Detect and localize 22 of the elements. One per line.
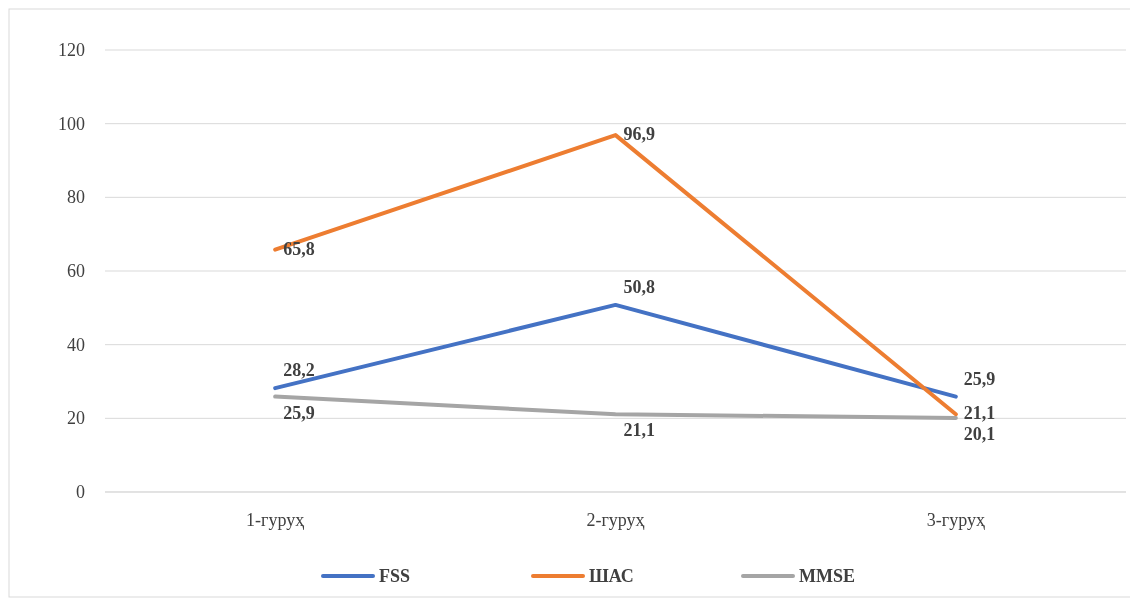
y-tick-label: 120 [58, 40, 85, 60]
data-label: 96,9 [623, 124, 655, 145]
legend-label: FSS [379, 566, 411, 586]
data-label: 21,1 [963, 403, 996, 424]
data-label: 25,9 [283, 402, 315, 423]
data-label: 25,9 [963, 368, 996, 389]
x-tick-label: 3-гуруҳ [926, 510, 985, 530]
x-tick-label: 2-гуруҳ [586, 510, 645, 530]
data-label: 65,8 [283, 238, 315, 259]
y-tick-label: 60 [67, 261, 85, 281]
y-tick-label: 80 [67, 187, 85, 208]
y-tick-label: 20 [67, 408, 85, 429]
y-tick-label: 40 [67, 334, 85, 355]
data-label: 50,8 [623, 276, 655, 297]
data-label: 21,1 [623, 420, 655, 441]
legend-label: MMSE [799, 566, 855, 586]
y-tick-label: 0 [76, 482, 85, 502]
data-label: 20,1 [963, 423, 996, 444]
data-label: 28,2 [283, 360, 315, 381]
legend-label: ШАС [589, 566, 634, 586]
x-tick-label: 1-гуруҳ [246, 510, 305, 530]
y-tick-label: 100 [58, 113, 85, 134]
